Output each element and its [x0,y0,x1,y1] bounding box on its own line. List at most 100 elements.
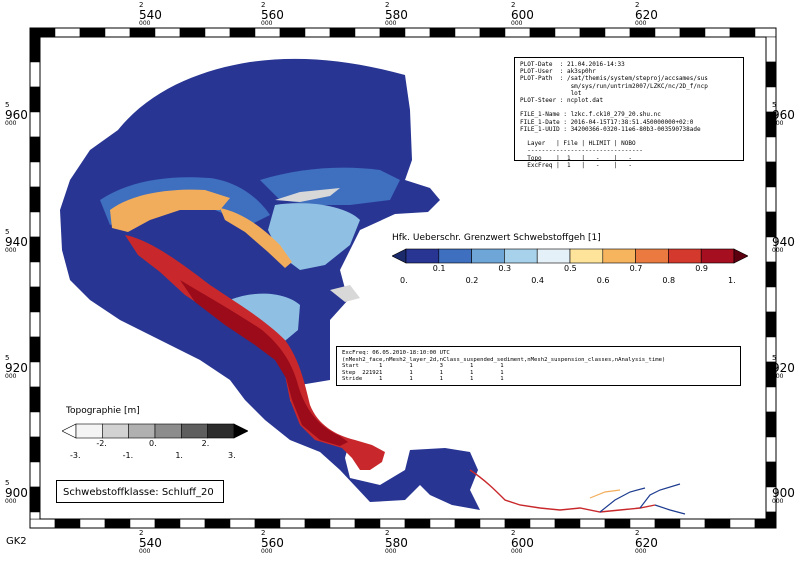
frame-checker-segment [504,27,531,38]
x-axis-tick-value: 540 [139,536,162,550]
y-axis-tick-label: 5 940 000 [772,229,796,254]
map-inner-border [39,36,767,520]
colorbar-tick-label-lower: 1. [175,451,183,460]
plot-info-line [520,104,738,111]
frame-checker-segment [29,486,41,513]
frame-checker-segment [554,27,581,38]
colorbar-tick-label-lower: -1. [122,451,134,460]
exceedance-colorbar [392,248,748,264]
frame-checker-segment [704,27,731,38]
frame-checker-segment [304,27,331,38]
frame-checker-segment [254,518,281,529]
x-axis-tick-label: 2 600 000 [511,530,534,555]
y-axis-tick-prefix: 5 [5,101,10,109]
x-axis-tick-suffix: 000 [511,548,523,555]
frame-checker-segment [765,436,777,463]
frame-checker-segment [29,518,56,529]
frame-checker-segment [79,27,106,38]
y-axis-tick-value: 940 [772,235,795,249]
y-axis-tick-prefix: 5 [772,228,777,236]
frame-checker-segment [429,518,456,529]
colorbar-tick-label-upper: 0.7 [629,264,643,273]
colorbar-segment [504,248,538,264]
frame-checker-segment [129,27,156,38]
frame-checker-segment [629,27,656,38]
frame-checker-segment [29,111,41,138]
y-axis-tick-prefix: 5 [772,101,777,109]
frame-checker-segment [154,518,181,529]
y-axis-tick-prefix: 5 [5,479,10,487]
y-axis-tick-suffix: 000 [5,247,17,254]
x-axis-tick-label: 2 620 000 [635,2,658,27]
colorbar-segment [536,248,571,264]
frame-checker-segment [454,27,481,38]
y-axis-tick-suffix: 000 [772,120,784,127]
frame-checker-segment [129,518,156,529]
run-info-line: Step 221921 1 1 1 1 [342,369,504,376]
y-axis-tick-value: 920 [5,361,28,375]
frame-checker-segment [179,27,206,38]
frame-checker-segment [765,36,777,63]
frame-checker-segment [354,27,381,38]
frame-checker-segment [29,211,41,238]
plot-info-line: Layer | File | HLIMIT | NOBO [520,140,636,148]
frame-checker-segment [104,27,131,38]
run-info-line: Stride 1 1 1 1 1 [342,376,504,383]
frame-checker-border [29,27,777,529]
frame-checker-segment [104,518,131,529]
frame-checker-segment [229,518,256,529]
topography-legend-title: Topographie [m] [66,406,140,416]
colorbar-segment [602,248,636,264]
frame-checker-segment [765,261,777,288]
x-axis-tick-label: 2 560 000 [261,530,284,555]
x-axis-tick-suffix: 000 [385,20,397,27]
y-axis-tick-suffix: 000 [5,373,17,380]
frame-checker-segment [754,518,777,529]
map-outer-border [29,27,777,529]
frame-checker-segment [679,27,706,38]
frame-checker-segment [629,518,656,529]
frame-checker-segment [579,518,606,529]
x-axis-tick-suffix: 000 [261,20,273,27]
frame-checker-segment [29,236,41,263]
x-axis-tick-value: 580 [385,8,408,22]
topography-colorbar [62,423,248,439]
x-axis-tick-label: 2 620 000 [635,530,658,555]
frame-checker-segment [29,436,41,463]
frame-checker-segment [765,161,777,188]
frame-checker-segment [765,511,777,520]
frame-checker-segment [504,518,531,529]
x-axis-tick-suffix: 000 [261,548,273,555]
frame-checker-segment [704,518,731,529]
frame-checker-segment [329,518,356,529]
frame-checker-segment [404,518,431,529]
colorbar-segment [405,248,440,264]
x-axis-tick-prefix: 2 [385,1,390,9]
x-axis-tick-suffix: 000 [139,548,151,555]
plot-info-line: FILE_1-Date : 2016-04-15T17:38:51.450000… [520,118,694,126]
x-axis-tick-label: 2 560 000 [261,2,284,27]
x-axis-tick-prefix: 2 [511,529,516,537]
colorbar-tick-label-lower: 0.8 [662,276,676,285]
colorbar-tick-label-lower: 0. [400,276,408,285]
x-axis-tick-prefix: 2 [139,529,144,537]
x-axis-tick-prefix: 2 [385,529,390,537]
frame-checker-segment [29,261,41,288]
y-axis-tick-prefix: 5 [5,354,10,362]
colorbar-tick-label-lower: 0.6 [596,276,610,285]
colorbar-tick-label-lower: 1. [728,276,736,285]
y-axis-tick-label: 5 960 000 [772,102,796,127]
x-axis-tick-label: 2 540 000 [139,2,162,27]
colorbar-tick-label-lower: 0.4 [531,276,544,285]
map-content [60,58,686,515]
y-axis-tick-value: 900 [772,486,795,500]
frame-checker-segment [154,27,181,38]
run-info-line: (nMesh2_face,nMesh2_layer_2d,nClass_susp… [342,356,666,363]
x-axis-tick-value: 560 [261,8,284,22]
land-south-patch [330,285,360,302]
frame-checker-segment [304,518,331,529]
frame-checker-segment [765,61,777,88]
x-axis-tick-prefix: 2 [635,1,640,9]
frame-checker-segment [29,311,41,338]
y-axis-tick-label: 5 920 000 [5,355,29,380]
